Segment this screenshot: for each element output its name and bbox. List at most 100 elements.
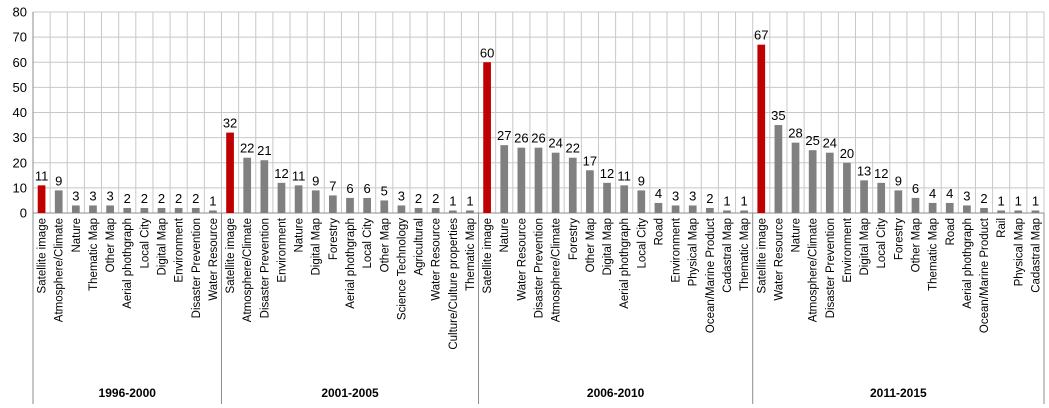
bar [37, 185, 46, 213]
bar [586, 170, 594, 213]
data-label: 3 [72, 188, 79, 203]
bar [140, 207, 149, 213]
category-label: Local City [876, 218, 888, 269]
category-label: Physical Map [688, 218, 700, 286]
data-label: 2 [141, 191, 148, 206]
category-label: Agricultural [414, 218, 426, 276]
category-label: Road [945, 218, 957, 246]
data-label: 3 [672, 188, 679, 203]
bar [294, 185, 303, 213]
bar [157, 207, 166, 213]
y-tick-label: 50 [13, 80, 27, 95]
data-label: 2 [175, 191, 182, 206]
data-label: 7 [329, 178, 336, 193]
bar [380, 200, 389, 213]
category-label: Aerial phothgraph [619, 218, 631, 309]
bar [517, 147, 526, 213]
category-label: Nature [71, 218, 83, 253]
category-label: Rail [996, 218, 1008, 238]
data-label: 35 [771, 108, 785, 123]
data-label: 13 [857, 163, 871, 178]
bar [397, 205, 406, 213]
bar [483, 62, 491, 213]
data-label: 20 [840, 146, 854, 161]
category-label: Atmosphere/Climate [551, 218, 563, 322]
y-tick-label: 80 [13, 5, 27, 20]
bar [311, 190, 320, 213]
data-label: 22 [566, 141, 580, 156]
data-label: 6 [364, 181, 371, 196]
period-labels: 1996-2000 2001-2005 2006-2010 2011-2015 [99, 386, 927, 400]
bar [500, 145, 509, 213]
data-label: 2 [192, 191, 199, 206]
y-tick-label: 70 [13, 30, 27, 45]
bar [894, 190, 903, 213]
category-label: Aerial phothgraph [345, 218, 357, 309]
data-label: 28 [788, 126, 802, 141]
bar [106, 205, 114, 213]
data-label: 2 [432, 191, 439, 206]
y-tick-label: 40 [13, 105, 27, 120]
bar [808, 150, 817, 213]
bar [757, 44, 766, 213]
bar [431, 207, 440, 213]
bar [277, 182, 286, 213]
data-label: 3 [106, 188, 113, 203]
data-label: 12 [874, 166, 888, 181]
bar [209, 210, 217, 213]
category-label: Digital Map [311, 218, 323, 276]
category-label: Disaster Prevention [259, 218, 271, 318]
bar [740, 210, 748, 213]
data-label: 17 [583, 153, 597, 168]
data-label: 11 [617, 168, 631, 183]
category-label: Thematic Map [465, 218, 477, 291]
category-label: Physical Map [1013, 218, 1025, 286]
data-label: 3 [963, 188, 970, 203]
bar [671, 205, 680, 213]
data-label: 2 [415, 191, 422, 206]
data-label: 2 [158, 191, 165, 206]
data-label: 1 [1015, 193, 1022, 208]
category-label: Ocean/Marine Product [705, 217, 717, 333]
data-label: 2 [706, 191, 713, 206]
data-label: 24 [823, 136, 837, 151]
bar [414, 207, 423, 213]
bar [71, 205, 80, 213]
bar [534, 147, 543, 213]
bar [774, 125, 783, 213]
data-label: 3 [89, 188, 96, 203]
category-label: Cadastral Map [1030, 218, 1042, 293]
category-label: Local City [362, 218, 374, 269]
bar [260, 160, 269, 213]
category-label: Thematic Map [928, 218, 940, 291]
bar [243, 157, 252, 213]
y-tick-label: 60 [13, 55, 27, 70]
data-label: 4 [929, 186, 936, 201]
bar [654, 202, 663, 213]
data-label: 4 [946, 186, 953, 201]
category-label: Disaster Prevention [534, 218, 546, 318]
data-label: 32 [223, 116, 237, 131]
bar [1031, 210, 1040, 213]
category-label: Nature [499, 218, 511, 253]
period-label: 2011-2015 [870, 386, 927, 400]
category-label: Satellite image [482, 218, 494, 293]
category-label: Thematic Map [88, 218, 100, 291]
data-label: 3 [398, 188, 405, 203]
category-label: Environment [671, 217, 683, 282]
category-label: Digital Map [157, 218, 169, 276]
category-label: Forestry [328, 218, 340, 260]
category-label: Other Map [379, 218, 391, 272]
category-label: Digital Map [602, 218, 614, 276]
category-label: Forestry [893, 218, 905, 260]
category-label: Atmosphere/Climate [242, 218, 254, 322]
bar [466, 210, 474, 213]
bar [843, 162, 851, 213]
category-label: Forestry [568, 218, 580, 260]
category-label: Nature [294, 218, 306, 253]
category-label: Nature [791, 218, 803, 253]
bar [551, 152, 560, 213]
bar [911, 197, 920, 213]
bar [963, 205, 971, 213]
